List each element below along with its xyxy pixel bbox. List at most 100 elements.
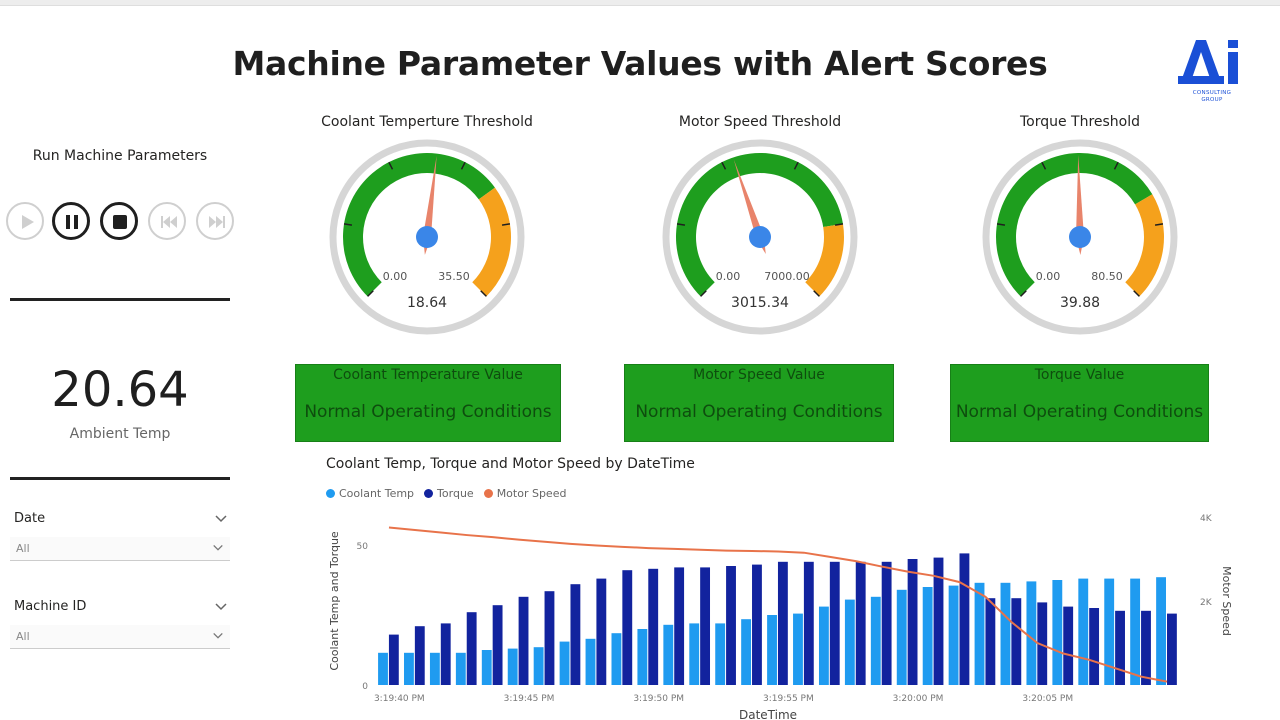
- coolant-bar[interactable]: [533, 647, 544, 685]
- gauge-outer-ring: [982, 139, 1178, 335]
- stop-icon: [113, 215, 127, 229]
- torque-bar[interactable]: [1141, 610, 1151, 685]
- legend-item-motor-speed[interactable]: Motor Speed: [483, 487, 566, 500]
- torque-bar[interactable]: [388, 634, 399, 685]
- coolant-bar[interactable]: [1000, 582, 1011, 685]
- coolant-bar[interactable]: [1130, 578, 1141, 685]
- play-button[interactable]: [6, 202, 44, 240]
- legend-item-coolant-temp[interactable]: Coolant Temp: [326, 487, 414, 500]
- motor-speed-line[interactable]: [388, 526, 1168, 683]
- coolant-bar[interactable]: [948, 585, 959, 685]
- torque-bar[interactable]: [440, 623, 451, 685]
- stop-button[interactable]: [100, 202, 138, 240]
- torque-bar[interactable]: [855, 561, 866, 685]
- divider-top: [10, 298, 230, 301]
- y-tick-label: 0: [362, 682, 368, 692]
- x-tick-label: 3:20:00 PM: [893, 694, 944, 704]
- machine-id-dropdown-value: All: [16, 630, 30, 643]
- torque-bar[interactable]: [752, 564, 762, 685]
- gauge-min-label: 0.00: [1036, 270, 1061, 283]
- gauge-tick: [834, 223, 844, 226]
- coolant-bar[interactable]: [741, 619, 752, 685]
- gauge-tick: [388, 161, 394, 170]
- torque-bar[interactable]: [596, 578, 607, 685]
- coolant-bar[interactable]: [611, 633, 622, 685]
- torque-bar[interactable]: [674, 567, 685, 685]
- coolant-gauge: 0.00 35.50 18.64: [329, 139, 525, 335]
- coolant-bar[interactable]: [793, 613, 803, 685]
- torque-bar[interactable]: [907, 559, 918, 685]
- gauge-green-band: [676, 153, 843, 297]
- chart-legend: Coolant Temp Torque Motor Speed: [326, 487, 566, 500]
- torque-bar[interactable]: [933, 557, 944, 685]
- chevron-down-icon[interactable]: [214, 512, 228, 526]
- coolant-bar[interactable]: [870, 596, 881, 685]
- legend-marker: [483, 489, 493, 498]
- coolant-bar[interactable]: [663, 624, 674, 685]
- coolant-bar[interactable]: [378, 652, 388, 685]
- coolant-bar[interactable]: [818, 606, 829, 685]
- torque-bar[interactable]: [1166, 613, 1177, 685]
- gauge-tick: [1041, 161, 1047, 170]
- torque-bar[interactable]: [829, 561, 840, 685]
- torque-bar[interactable]: [1037, 602, 1048, 685]
- torque-bar[interactable]: [726, 566, 736, 685]
- torque-bar[interactable]: [881, 561, 892, 685]
- torque-bar[interactable]: [544, 591, 555, 685]
- date-dropdown[interactable]: All: [10, 537, 230, 561]
- chevron-down-icon[interactable]: [214, 600, 228, 614]
- coolant-bar[interactable]: [559, 641, 570, 685]
- coolant-bar[interactable]: [896, 589, 907, 685]
- legend-item-torque[interactable]: Torque: [424, 487, 474, 500]
- chevron-down-icon: [213, 632, 223, 639]
- gauge-hub: [416, 226, 438, 248]
- coolant-bar[interactable]: [429, 652, 440, 685]
- coolant-bar[interactable]: [1078, 578, 1089, 685]
- torque-bar[interactable]: [518, 596, 529, 685]
- pause-button[interactable]: [52, 202, 90, 240]
- gauge-outer-ring: [329, 139, 525, 335]
- torque-bar[interactable]: [648, 568, 659, 685]
- coolant-bar[interactable]: [844, 599, 855, 685]
- coolant-bar[interactable]: [974, 582, 985, 685]
- torque-bar[interactable]: [1063, 606, 1074, 685]
- run-machine-parameters-label: Run Machine Parameters: [32, 148, 208, 164]
- torque-bar[interactable]: [777, 561, 788, 685]
- torque-bar[interactable]: [466, 612, 477, 685]
- coolant-bar[interactable]: [689, 623, 700, 685]
- coolant-bar[interactable]: [922, 587, 933, 685]
- torque-bar[interactable]: [492, 605, 503, 685]
- coolant-bar[interactable]: [637, 629, 648, 685]
- torque-bar[interactable]: [414, 626, 425, 685]
- coolant-bar[interactable]: [767, 615, 777, 685]
- coolant-bar[interactable]: [481, 650, 492, 685]
- torque-bar[interactable]: [700, 567, 711, 685]
- coolant-bar[interactable]: [507, 648, 518, 685]
- machine-id-dropdown[interactable]: All: [10, 625, 230, 649]
- legend-marker: [326, 489, 335, 498]
- torque-bar[interactable]: [622, 570, 633, 685]
- coolant-bar[interactable]: [1104, 578, 1115, 685]
- coolant-bar[interactable]: [1026, 581, 1037, 685]
- status-card-status: Normal Operating Conditions: [304, 402, 552, 422]
- torque-bar[interactable]: [959, 553, 970, 685]
- torque-bar[interactable]: [985, 598, 996, 685]
- date-slicer-title: Date: [14, 511, 46, 526]
- x-tick-label: 3:19:50 PM: [633, 694, 684, 704]
- torque-bar[interactable]: [1115, 610, 1125, 685]
- torque-bar[interactable]: [570, 584, 581, 685]
- coolant-bar[interactable]: [715, 623, 726, 685]
- coolant-bar[interactable]: [455, 652, 466, 685]
- torque-bar[interactable]: [1011, 598, 1022, 685]
- ambient-temp-label: Ambient Temp: [69, 426, 171, 442]
- torque-bar[interactable]: [803, 561, 814, 685]
- coolant-bar[interactable]: [404, 652, 414, 685]
- combo-chart: Coolant Temp and Torque Motor Speed 0 50 2K 4…: [328, 514, 1233, 720]
- coolant-bar[interactable]: [1052, 580, 1063, 685]
- skip-back-button[interactable]: [148, 202, 186, 240]
- torque-bar[interactable]: [1089, 608, 1100, 685]
- gauge-tick: [480, 290, 487, 297]
- coolant-bar[interactable]: [585, 638, 596, 685]
- coolant-bar[interactable]: [1156, 577, 1166, 685]
- skip-forward-button[interactable]: [196, 202, 234, 240]
